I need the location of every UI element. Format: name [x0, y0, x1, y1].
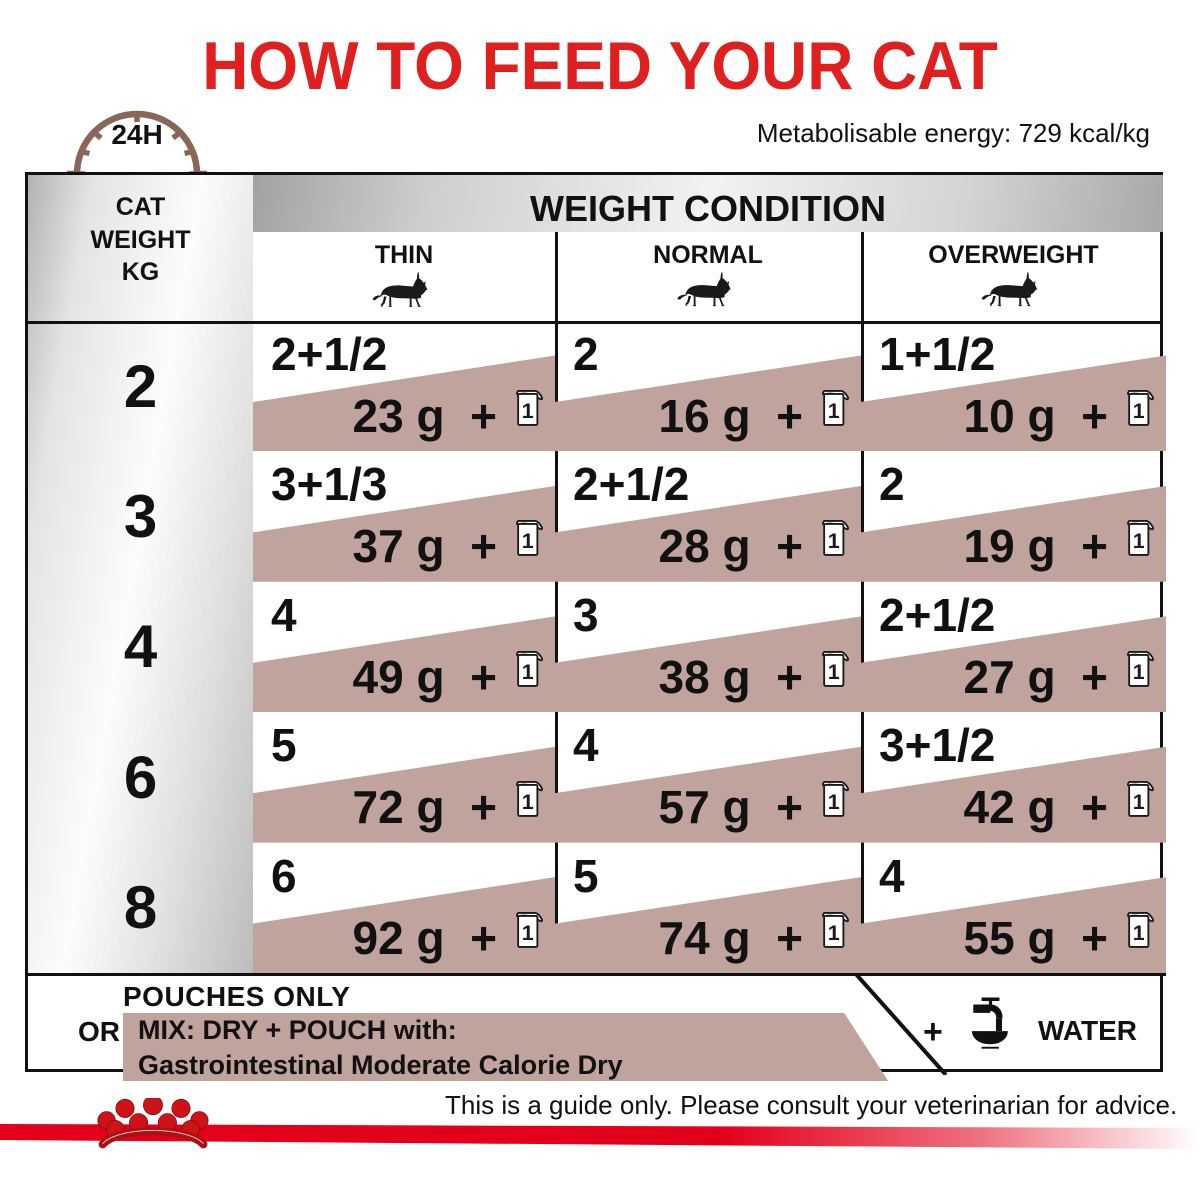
- svg-text:1: 1: [828, 790, 840, 814]
- svg-text:1: 1: [1133, 660, 1145, 684]
- svg-text:1: 1: [522, 790, 534, 814]
- svg-text:1: 1: [1133, 790, 1145, 814]
- svg-text:1: 1: [522, 399, 534, 423]
- svg-text:1: 1: [1133, 529, 1145, 553]
- svg-text:1: 1: [1133, 921, 1145, 945]
- svg-text:1: 1: [828, 399, 840, 423]
- svg-text:1: 1: [828, 529, 840, 553]
- svg-text:1: 1: [522, 660, 534, 684]
- svg-text:1: 1: [522, 529, 534, 553]
- svg-text:1: 1: [828, 660, 840, 684]
- svg-text:1: 1: [522, 921, 534, 945]
- svg-text:1: 1: [828, 921, 840, 945]
- svg-text:1: 1: [1133, 399, 1145, 423]
